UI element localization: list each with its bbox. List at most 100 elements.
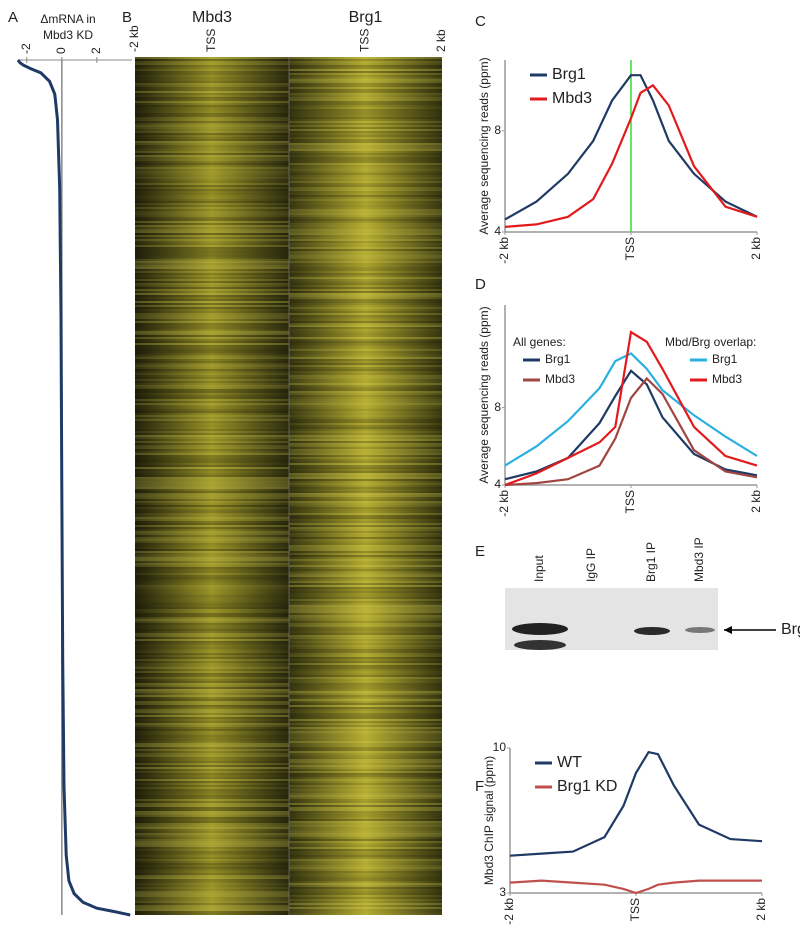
heatmap-texture bbox=[289, 291, 442, 293]
heatmap-texture bbox=[135, 711, 289, 713]
heatmap-texture bbox=[289, 751, 442, 753]
heatmap-texture bbox=[289, 109, 442, 111]
heatmap-texture bbox=[135, 271, 289, 273]
heatmap-texture bbox=[135, 355, 289, 357]
heatmap-texture bbox=[289, 899, 442, 901]
heatmap-texture bbox=[289, 787, 442, 789]
heatmap-texture bbox=[289, 695, 442, 697]
x-tick-label: 0 bbox=[54, 47, 68, 54]
heatmap-texture bbox=[289, 797, 442, 799]
heatmap-texture bbox=[135, 579, 289, 581]
heatmap-texture bbox=[289, 711, 442, 713]
heatmap-texture bbox=[135, 371, 289, 373]
heatmap-texture bbox=[289, 867, 442, 869]
heatmap-texture bbox=[289, 71, 442, 73]
heatmap-texture bbox=[135, 875, 289, 877]
heatmap-texture bbox=[135, 745, 289, 747]
heatmap-texture bbox=[135, 67, 289, 69]
heatmap-texture bbox=[135, 351, 289, 353]
heatmap-texture bbox=[135, 621, 289, 623]
heatmap-texture bbox=[135, 537, 289, 539]
heatmap-texture bbox=[289, 485, 442, 487]
heatmap-texture bbox=[135, 237, 289, 239]
heatmap-texture bbox=[289, 383, 442, 385]
heatmap-texture bbox=[135, 415, 289, 417]
heatmap-texture bbox=[135, 645, 289, 647]
heatmap-texture bbox=[289, 605, 442, 607]
heatmap-texture bbox=[135, 175, 289, 177]
heatmap-texture bbox=[135, 435, 289, 437]
heatmap-texture bbox=[289, 679, 442, 681]
heatmap-texture bbox=[289, 663, 442, 665]
heatmap-texture bbox=[135, 289, 289, 291]
y-tick-label: 4 bbox=[494, 477, 501, 491]
heatmap-texture bbox=[135, 421, 289, 423]
heatmap-texture bbox=[289, 259, 442, 261]
heatmap-texture bbox=[135, 759, 289, 761]
heatmap-texture bbox=[135, 791, 289, 793]
heatmap-texture bbox=[135, 443, 289, 445]
heatmap-texture bbox=[135, 789, 289, 791]
heatmap-texture bbox=[135, 623, 289, 625]
heatmap-texture bbox=[135, 179, 289, 181]
heatmap-texture bbox=[135, 665, 289, 667]
panel-label: C bbox=[475, 13, 486, 30]
heatmap-texture bbox=[289, 539, 442, 541]
heatmap-texture bbox=[289, 685, 442, 687]
heatmap-texture bbox=[135, 853, 289, 855]
heatmap-texture bbox=[289, 417, 442, 419]
heatmap-texture bbox=[289, 365, 442, 367]
heatmap-texture bbox=[135, 517, 289, 519]
heatmap-texture bbox=[135, 811, 289, 813]
heatmap-texture bbox=[135, 85, 289, 87]
heatmap-texture bbox=[289, 863, 442, 865]
heatmap-texture bbox=[289, 619, 442, 621]
heatmap-texture bbox=[289, 729, 442, 731]
heatmap-texture bbox=[289, 481, 442, 483]
heatmap-texture bbox=[135, 243, 289, 245]
heatmap-texture bbox=[135, 487, 289, 489]
x-label: TSS bbox=[204, 29, 218, 52]
heatmap-texture bbox=[289, 645, 442, 647]
heatmap-texture bbox=[135, 601, 289, 603]
heatmap-texture bbox=[135, 269, 289, 271]
heatmap-texture bbox=[135, 441, 289, 443]
heatmap-texture bbox=[135, 485, 289, 487]
heatmap-texture bbox=[135, 839, 289, 841]
heatmap-texture bbox=[135, 675, 289, 677]
heatmap-texture bbox=[289, 355, 442, 357]
heatmap-texture bbox=[289, 361, 442, 363]
heatmap-texture bbox=[135, 827, 289, 829]
heatmap-texture bbox=[135, 873, 289, 875]
heatmap-texture bbox=[289, 227, 442, 229]
heatmap-texture bbox=[135, 527, 289, 529]
heatmap-texture bbox=[289, 683, 442, 685]
heatmap-texture bbox=[135, 345, 289, 347]
heatmap-texture bbox=[289, 591, 442, 593]
heatmap-texture bbox=[289, 475, 442, 477]
heatmap-texture bbox=[289, 103, 442, 105]
heatmap-texture bbox=[289, 377, 442, 379]
heatmap-texture bbox=[135, 477, 289, 479]
heatmap-texture bbox=[289, 95, 442, 97]
heatmap-texture bbox=[135, 135, 289, 137]
heatmap-texture bbox=[289, 643, 442, 645]
heatmap-texture bbox=[289, 289, 442, 291]
heatmap-texture bbox=[289, 805, 442, 807]
heatmap-texture bbox=[135, 907, 289, 909]
heatmap-texture bbox=[135, 801, 289, 803]
heatmap-texture bbox=[135, 339, 289, 341]
heatmap-texture bbox=[135, 65, 289, 67]
heatmap-texture bbox=[289, 351, 442, 353]
heatmap-texture bbox=[135, 739, 289, 741]
heatmap-texture bbox=[289, 727, 442, 729]
heatmap-texture bbox=[289, 415, 442, 417]
heatmap-texture bbox=[289, 431, 442, 433]
heatmap-texture bbox=[135, 683, 289, 685]
heatmap-texture bbox=[289, 491, 442, 493]
heatmap-texture bbox=[135, 575, 289, 577]
x-tick-label: 2 kb bbox=[749, 490, 763, 513]
heatmap-texture bbox=[289, 809, 442, 811]
heatmap-texture bbox=[135, 121, 289, 123]
heatmap-texture bbox=[289, 433, 442, 435]
